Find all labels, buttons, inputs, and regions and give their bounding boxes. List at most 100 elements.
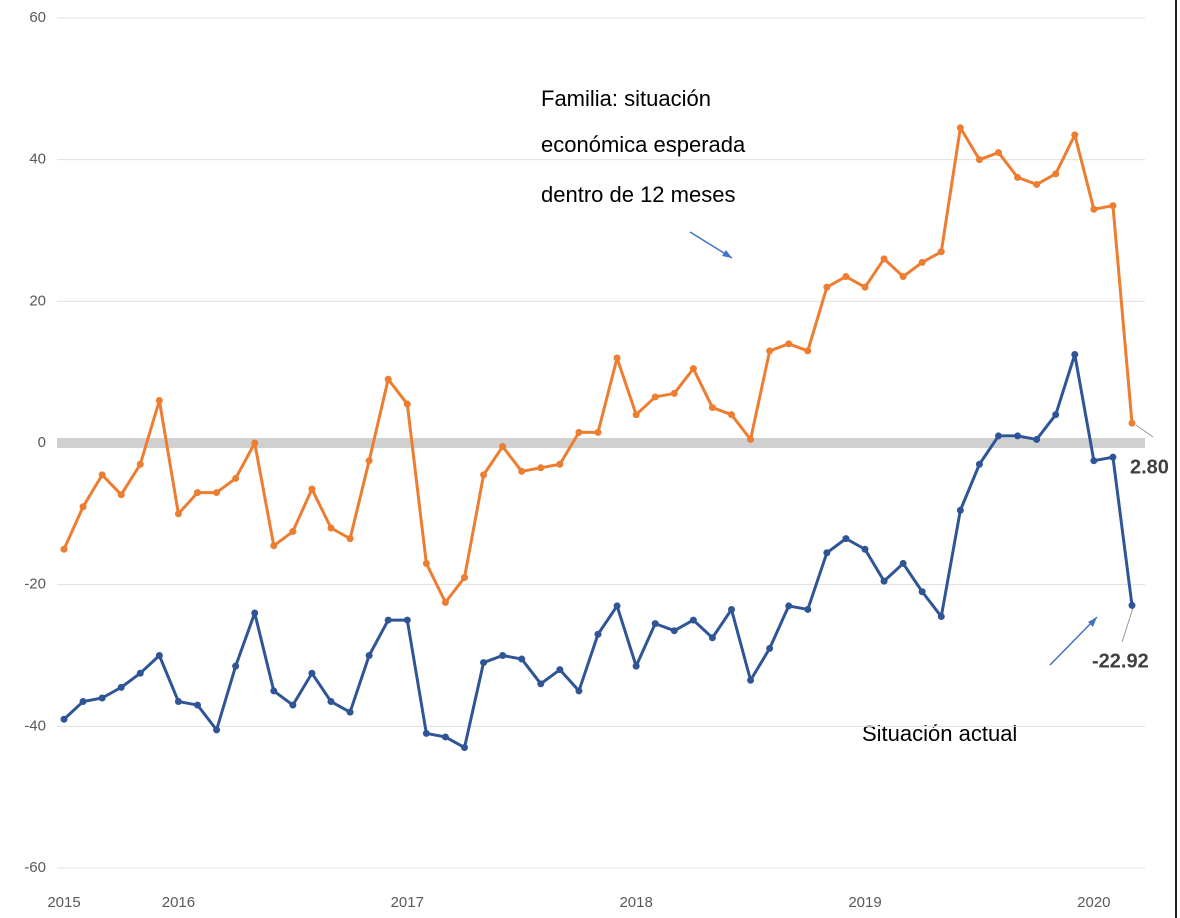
data-point	[537, 464, 545, 472]
data-point	[422, 729, 430, 737]
y-tick-label: 0	[38, 434, 46, 451]
data-point	[1128, 419, 1136, 427]
data-point	[270, 687, 278, 695]
data-point	[1128, 601, 1136, 609]
data-point	[480, 659, 488, 667]
y-tick-label: -20	[24, 576, 46, 593]
data-point	[174, 698, 182, 706]
data-point	[785, 340, 793, 348]
data-point	[308, 485, 316, 493]
data-point	[556, 460, 564, 468]
data-point	[708, 404, 716, 412]
data-point	[766, 644, 774, 652]
data-point	[861, 545, 869, 553]
data-point	[327, 698, 335, 706]
data-point	[937, 248, 945, 256]
data-point	[251, 439, 259, 447]
y-tick-label: 40	[29, 151, 46, 168]
arrow-head	[1088, 617, 1097, 627]
annotation: Situación actual	[862, 721, 1017, 746]
data-point	[213, 489, 221, 497]
data-point	[804, 347, 812, 355]
data-point	[136, 460, 144, 468]
data-point	[613, 354, 621, 362]
data-point	[461, 744, 468, 752]
data-point	[1052, 170, 1060, 178]
data-point	[670, 389, 678, 397]
data-point	[79, 503, 87, 511]
leader-line	[1121, 607, 1134, 643]
data-point	[880, 577, 888, 585]
data-point	[174, 510, 182, 518]
data-point	[689, 365, 697, 373]
data-point	[1033, 435, 1041, 443]
annotation: dentro de 12 meses	[541, 182, 735, 207]
data-point	[823, 283, 831, 291]
data-point	[194, 489, 201, 497]
data-point	[518, 467, 526, 475]
data-point	[365, 457, 373, 465]
data-point	[956, 506, 964, 514]
data-point	[937, 613, 945, 621]
data-point	[594, 630, 602, 638]
data-point	[213, 726, 221, 734]
data-point	[422, 559, 430, 567]
data-point	[289, 528, 297, 536]
data-point	[60, 715, 68, 723]
data-point	[575, 687, 583, 695]
data-point	[651, 393, 659, 401]
y-tick-label: -40	[24, 717, 46, 734]
data-point	[251, 609, 259, 617]
data-point	[632, 662, 640, 670]
data-point	[461, 574, 468, 582]
data-point	[308, 669, 316, 677]
data-point	[346, 708, 354, 716]
data-point	[1014, 173, 1022, 181]
data-label: -22.92	[1092, 650, 1149, 672]
x-tick-label: 2020	[1077, 894, 1110, 911]
data-point	[270, 542, 278, 550]
data-point	[956, 124, 964, 132]
data-point	[403, 616, 411, 624]
data-point	[766, 347, 774, 355]
data-point	[194, 701, 201, 709]
data-point	[995, 432, 1002, 440]
data-point	[346, 535, 354, 543]
data-point	[785, 602, 793, 610]
data-point	[823, 549, 831, 557]
data-point	[975, 460, 983, 468]
arrow	[1049, 616, 1098, 666]
x-tick-label: 2016	[162, 894, 195, 911]
data-point	[861, 283, 869, 291]
data-point	[441, 733, 449, 741]
y-tick-label: -60	[24, 859, 46, 876]
data-point	[384, 616, 392, 624]
data-point	[155, 397, 163, 404]
data-point	[232, 662, 240, 670]
data-point	[384, 375, 392, 383]
data-point	[1052, 411, 1060, 419]
x-tick-label: 2017	[391, 894, 424, 911]
data-point	[670, 627, 678, 635]
data-point	[804, 605, 812, 613]
data-point	[441, 598, 449, 606]
data-point	[518, 655, 526, 663]
data-point	[155, 652, 163, 659]
data-point	[899, 273, 907, 281]
data-point	[1109, 453, 1117, 461]
arrow-head	[722, 250, 732, 258]
data-point	[556, 666, 564, 674]
data-point	[98, 694, 106, 702]
data-point	[1033, 180, 1041, 188]
annotation: económica esperada	[541, 132, 746, 157]
data-point	[327, 524, 335, 532]
data-point	[975, 156, 983, 164]
data-point	[403, 400, 411, 408]
data-point	[365, 652, 373, 659]
data-point	[747, 676, 755, 684]
data-point	[899, 559, 907, 567]
data-label: 2.80	[1130, 456, 1169, 478]
x-tick-label: 2015	[47, 894, 80, 911]
annotation: Familia: situación	[541, 86, 711, 111]
